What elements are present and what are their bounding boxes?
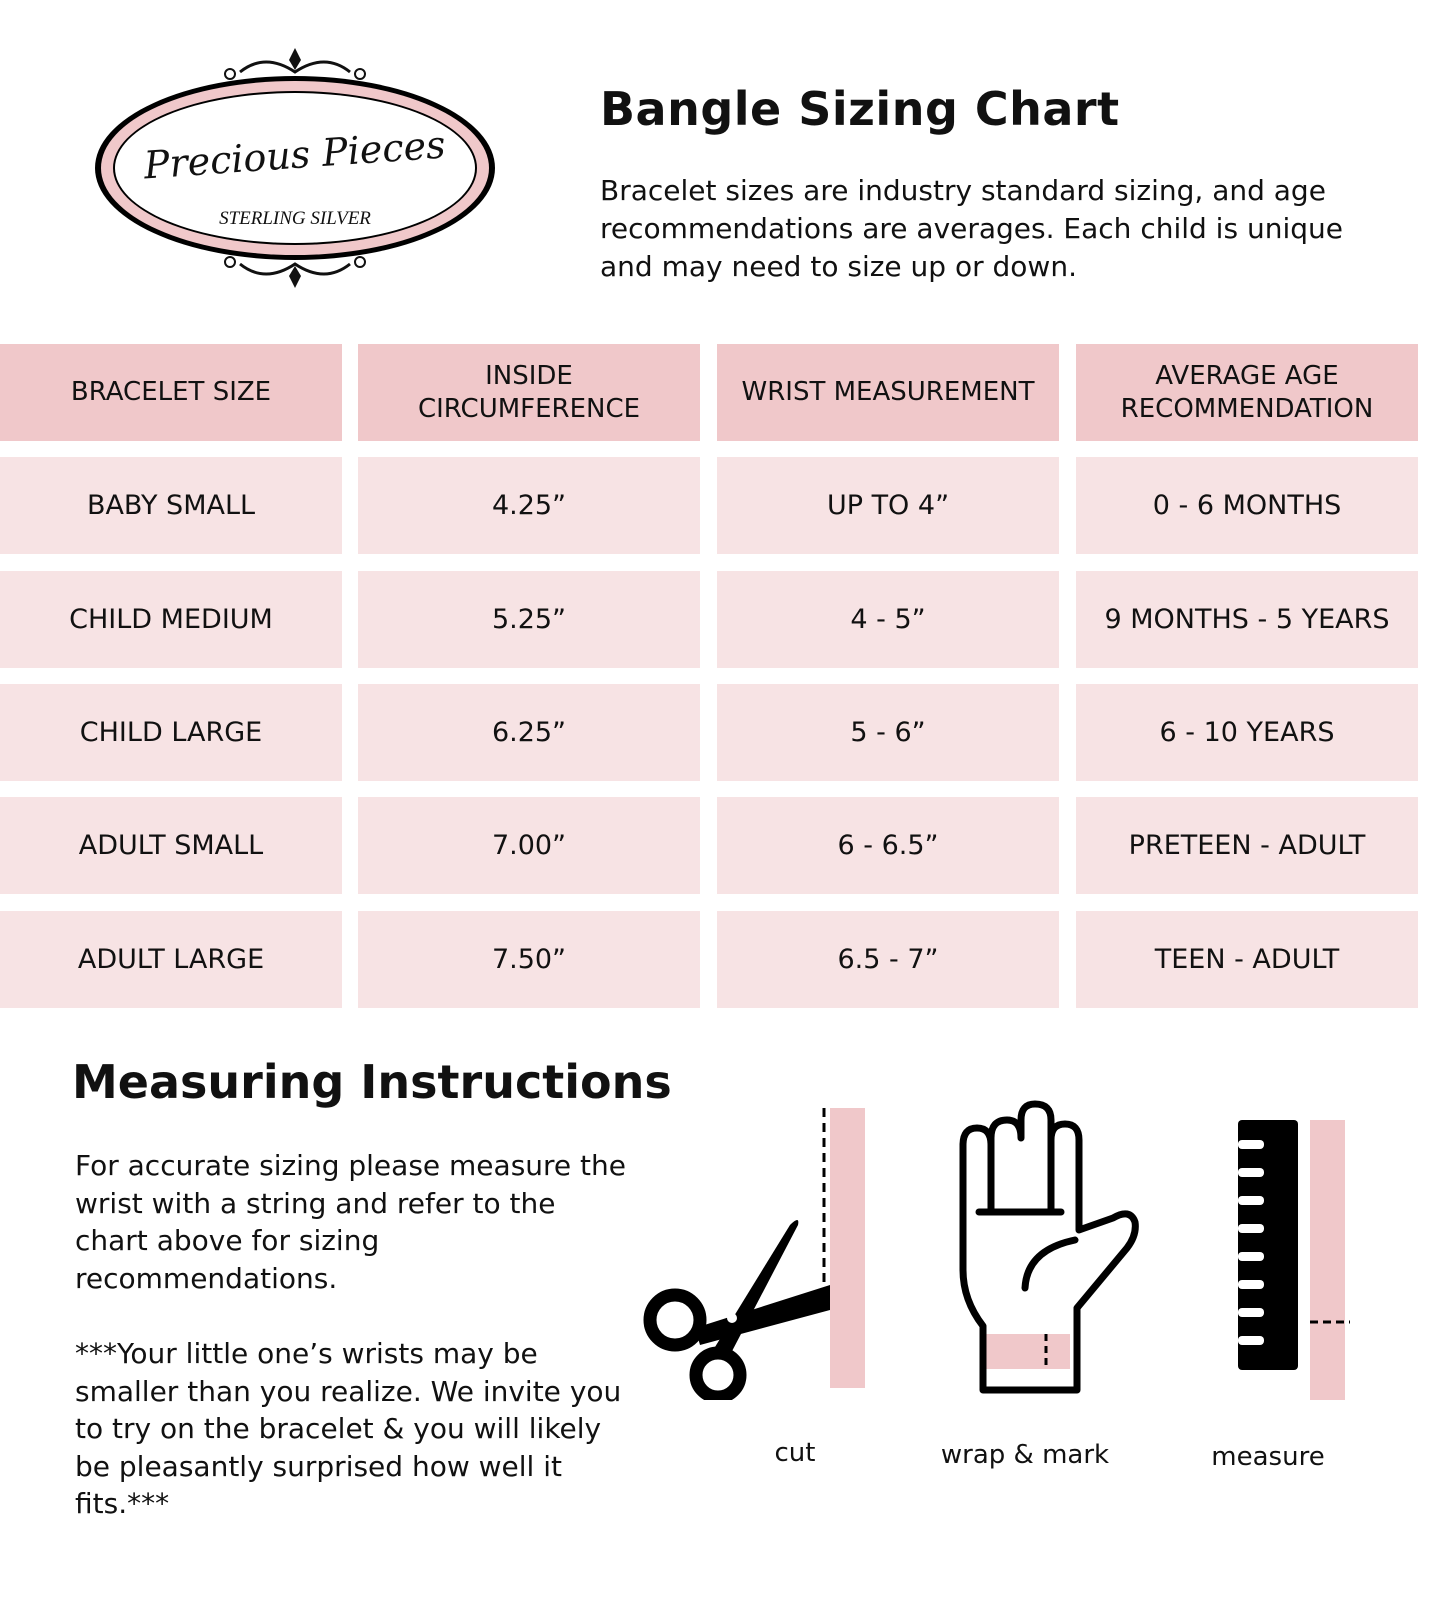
table-cell-bracelet-size: ADULT LARGE [0, 911, 342, 1008]
table-cell-wrist-measurement: 6 - 6.5” [717, 797, 1059, 894]
table-cell-age-recommendation: 9 MONTHS - 5 YEARS [1076, 571, 1418, 668]
instructions-note: ***Your little one’s wrists may be small… [75, 1337, 622, 1520]
table-cell-bracelet-size: ADULT SMALL [0, 797, 342, 894]
ruler-icon [1238, 1120, 1350, 1400]
table-cell-age-recommendation: TEEN - ADULT [1076, 911, 1418, 1008]
step-label-wrap: wrap & mark [940, 1440, 1110, 1470]
table-cell-bracelet-size: CHILD MEDIUM [0, 571, 342, 668]
table-cell-age-recommendation: 6 - 10 YEARS [1076, 684, 1418, 781]
column-header-bracelet-size: BRACELET SIZE [0, 344, 342, 441]
table-cell-age-recommendation: 0 - 6 MONTHS [1076, 457, 1418, 554]
column-header-age-recommendation: AVERAGE AGE RECOMMENDATION [1076, 344, 1418, 441]
table-cell-inside-circumference: 6.25” [358, 684, 700, 781]
scissors-icon [643, 1108, 865, 1400]
step-label-measure: measure [1211, 1442, 1325, 1472]
instructions-paragraph: For accurate sizing please measure the w… [75, 1149, 627, 1295]
hand-icon [959, 1100, 1139, 1394]
table-cell-bracelet-size: BABY SMALL [0, 457, 342, 554]
table-cell-wrist-measurement: 6.5 - 7” [717, 911, 1059, 1008]
table-cell-wrist-measurement: 5 - 6” [717, 684, 1059, 781]
table-cell-inside-circumference: 5.25” [358, 571, 700, 668]
logo-tagline: STERLING SILVER [219, 208, 371, 229]
page-title: Bangle Sizing Chart [600, 82, 1120, 136]
ornament-bottom [224, 256, 366, 288]
step-label-cut: cut [774, 1438, 816, 1468]
instructions-title: Measuring Instructions [72, 1055, 672, 1109]
table-cell-inside-circumference: 7.50” [358, 911, 700, 1008]
table-cell-wrist-measurement: UP TO 4” [717, 457, 1059, 554]
table-cell-wrist-measurement: 4 - 5” [717, 571, 1059, 668]
intro-text: Bracelet sizes are industry standard siz… [600, 174, 1343, 283]
table-cell-bracelet-size: CHILD LARGE [0, 684, 342, 781]
table-cell-age-recommendation: PRETEEN - ADULT [1076, 797, 1418, 894]
table-cell-inside-circumference: 7.00” [358, 797, 700, 894]
column-header-wrist-measurement: WRIST MEASUREMENT [717, 344, 1059, 441]
table-cell-inside-circumference: 4.25” [358, 457, 700, 554]
ornament-top [224, 48, 366, 80]
logo: Precious Pieces STERLING SILVER [95, 48, 495, 288]
column-header-inside-circumference: INSIDE CIRCUMFERENCE [358, 344, 700, 441]
